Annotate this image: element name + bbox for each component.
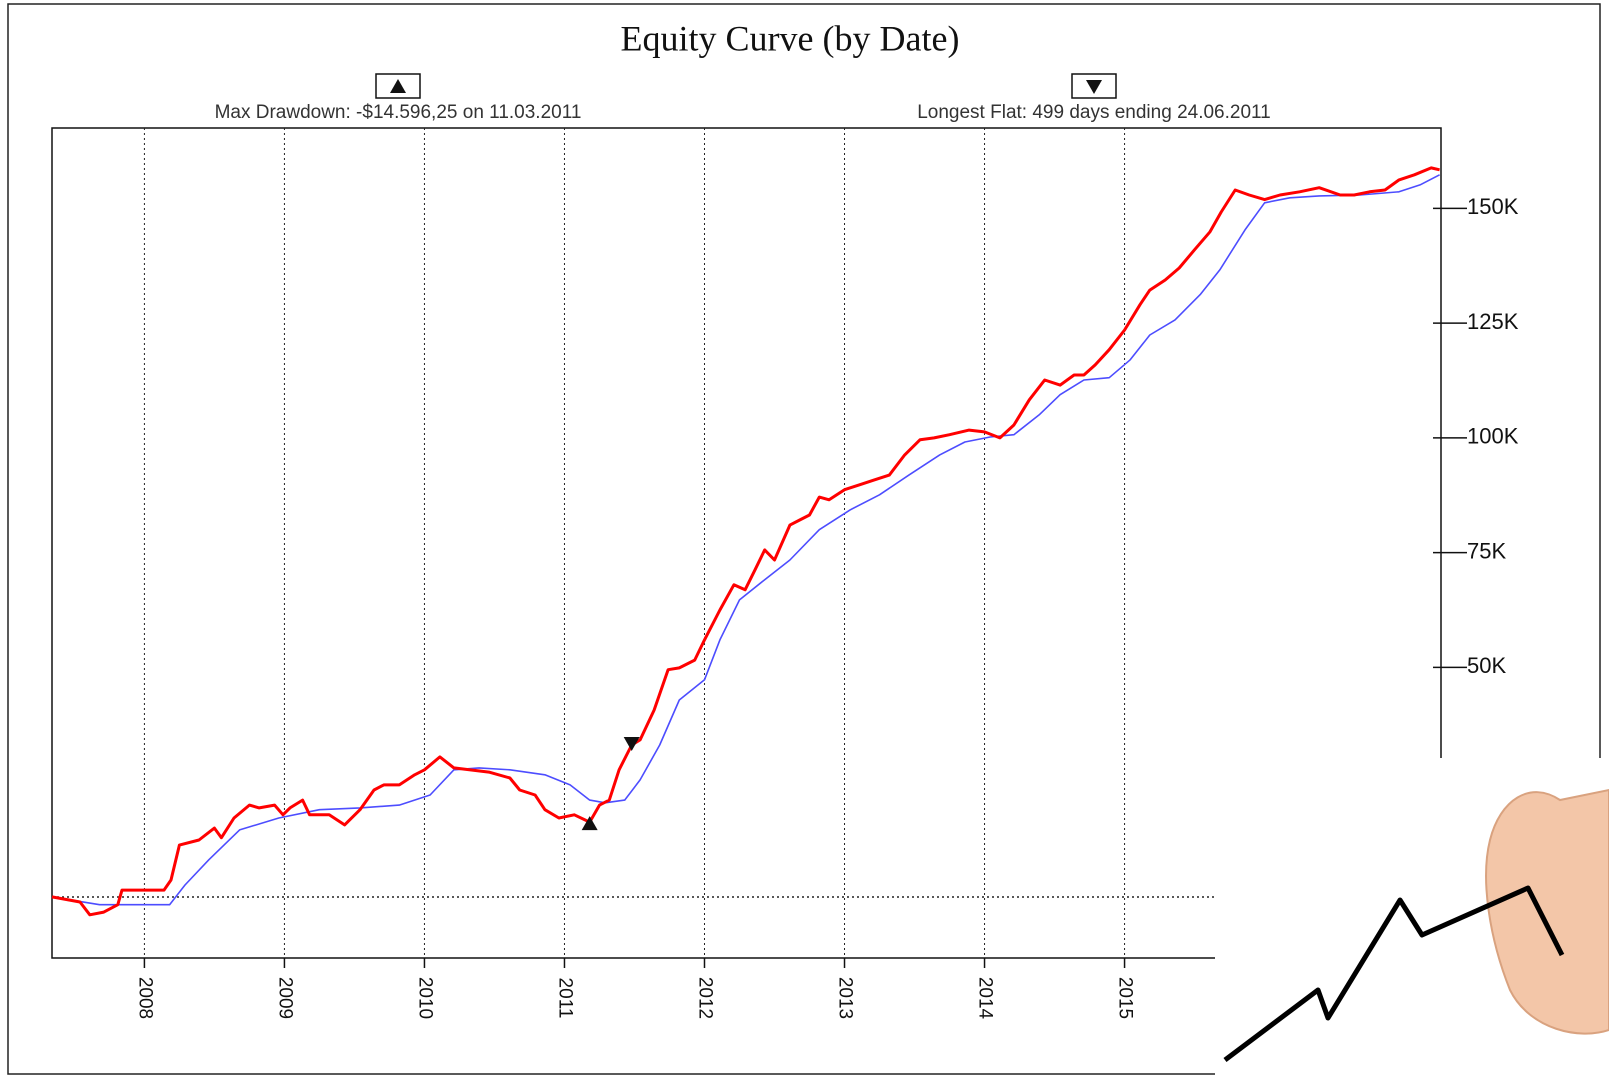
y-tick-label: 50K: [1467, 653, 1506, 678]
x-tick-label: 2008: [134, 977, 155, 1019]
chart: Equity Curve (by Date) Max Drawdown: -$1…: [0, 0, 1609, 1079]
x-tick-label: 2010: [414, 977, 435, 1019]
decorative-hand: [1215, 758, 1609, 1079]
x-tick-label: 2011: [554, 978, 575, 1019]
x-tick-label: 2009: [274, 977, 295, 1019]
x-tick-label: 2012: [694, 977, 715, 1019]
chart-title: Equity Curve (by Date): [621, 18, 960, 58]
x-tick-label: 2013: [834, 977, 855, 1019]
x-tick-label: 2014: [975, 977, 996, 1020]
y-tick-label: 75K: [1467, 538, 1506, 563]
y-tick-label: 100K: [1467, 424, 1519, 449]
x-tick-label: 2015: [1115, 977, 1136, 1019]
y-tick-label: 150K: [1467, 194, 1519, 219]
page: {"chart_data": { "type": "line", "title"…: [0, 0, 1609, 1079]
annotation: Max Drawdown: -$14.596,25 on 11.03.2011: [215, 102, 582, 123]
y-tick-label: 125K: [1467, 309, 1519, 334]
annotation: Longest Flat: 499 days ending 24.06.2011: [917, 102, 1271, 123]
